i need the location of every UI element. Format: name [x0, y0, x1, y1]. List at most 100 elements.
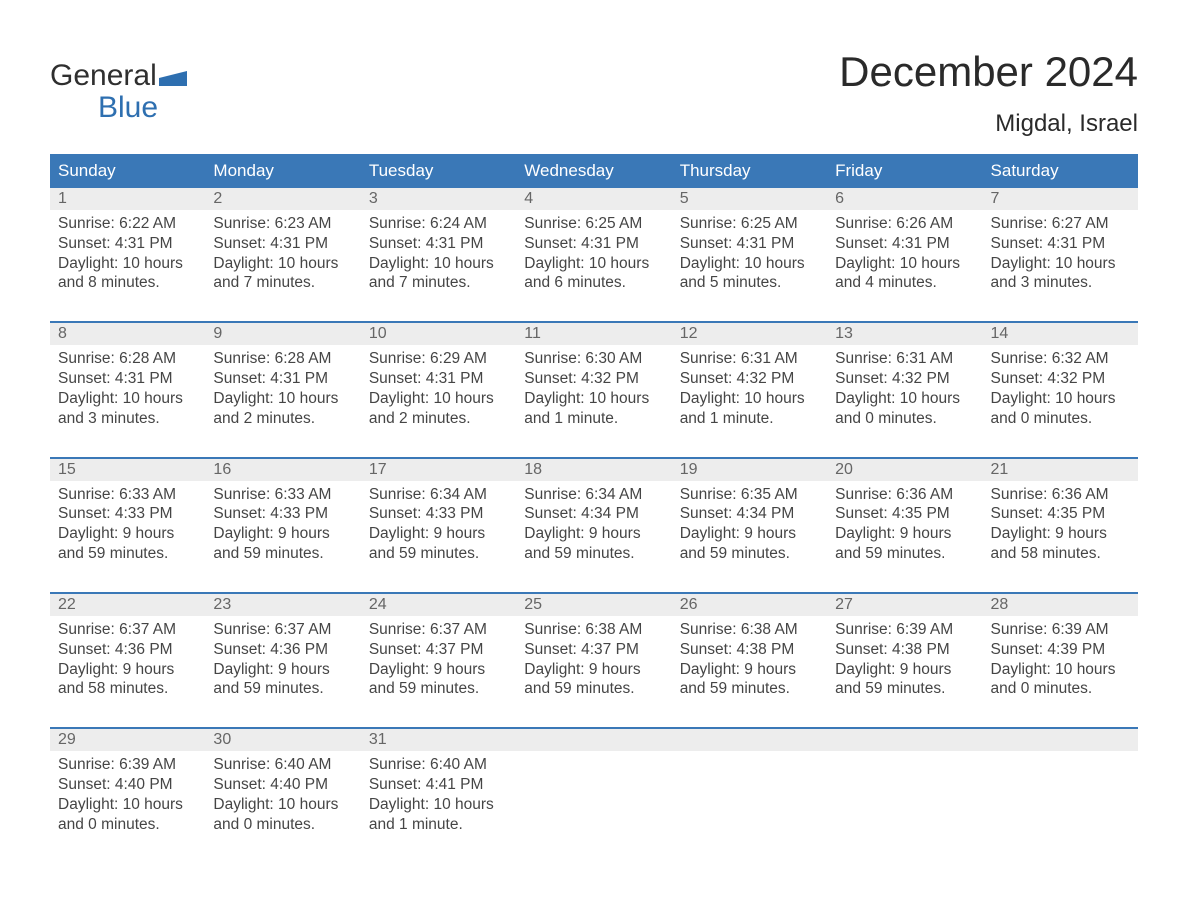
day-sunset: Sunset: 4:38 PM — [835, 640, 974, 660]
day-d1: Daylight: 10 hours — [680, 254, 819, 274]
weekday-header: Saturday — [983, 154, 1138, 188]
day-sunrise: Sunrise: 6:27 AM — [991, 214, 1130, 234]
day-d2: and 59 minutes. — [369, 544, 508, 564]
day-d1: Daylight: 9 hours — [58, 660, 197, 680]
day-number-cell — [516, 729, 671, 751]
day-sunset: Sunset: 4:31 PM — [369, 234, 508, 254]
day-body-cell: Sunrise: 6:26 AMSunset: 4:31 PMDaylight:… — [827, 210, 982, 321]
day-body-cell: Sunrise: 6:29 AMSunset: 4:31 PMDaylight:… — [361, 345, 516, 456]
day-body-cell: Sunrise: 6:37 AMSunset: 4:36 PMDaylight:… — [205, 616, 360, 727]
day-d1: Daylight: 10 hours — [835, 254, 974, 274]
day-body-cell: Sunrise: 6:28 AMSunset: 4:31 PMDaylight:… — [205, 345, 360, 456]
day-body-cell: Sunrise: 6:33 AMSunset: 4:33 PMDaylight:… — [205, 481, 360, 592]
day-body-cell — [983, 751, 1138, 844]
day-d2: and 5 minutes. — [680, 273, 819, 293]
weekday-header-row: SundayMondayTuesdayWednesdayThursdayFrid… — [50, 154, 1138, 188]
day-sunrise: Sunrise: 6:29 AM — [369, 349, 508, 369]
day-d2: and 2 minutes. — [213, 409, 352, 429]
day-d1: Daylight: 9 hours — [835, 524, 974, 544]
day-body-cell: Sunrise: 6:39 AMSunset: 4:39 PMDaylight:… — [983, 616, 1138, 727]
day-body-cell: Sunrise: 6:24 AMSunset: 4:31 PMDaylight:… — [361, 210, 516, 321]
day-d2: and 8 minutes. — [58, 273, 197, 293]
calendar-body: 1234567Sunrise: 6:22 AMSunset: 4:31 PMDa… — [50, 188, 1138, 845]
day-sunrise: Sunrise: 6:40 AM — [369, 755, 508, 775]
day-d1: Daylight: 9 hours — [991, 524, 1130, 544]
day-sunrise: Sunrise: 6:33 AM — [213, 485, 352, 505]
day-sunrise: Sunrise: 6:31 AM — [835, 349, 974, 369]
day-sunset: Sunset: 4:41 PM — [369, 775, 508, 795]
day-sunset: Sunset: 4:31 PM — [58, 369, 197, 389]
day-sunrise: Sunrise: 6:25 AM — [524, 214, 663, 234]
day-d1: Daylight: 10 hours — [213, 389, 352, 409]
day-number-cell: 29 — [50, 729, 205, 751]
day-d1: Daylight: 9 hours — [680, 524, 819, 544]
day-body-row: Sunrise: 6:33 AMSunset: 4:33 PMDaylight:… — [50, 481, 1138, 592]
day-sunset: Sunset: 4:31 PM — [524, 234, 663, 254]
day-number-cell: 22 — [50, 594, 205, 616]
day-sunset: Sunset: 4:33 PM — [58, 504, 197, 524]
day-number-cell: 25 — [516, 594, 671, 616]
day-number-cell: 20 — [827, 459, 982, 481]
weekday-header: Friday — [827, 154, 982, 188]
logo-text-bottom: Blue — [50, 92, 187, 124]
day-body-cell: Sunrise: 6:30 AMSunset: 4:32 PMDaylight:… — [516, 345, 671, 456]
day-d2: and 59 minutes. — [835, 679, 974, 699]
day-body-cell: Sunrise: 6:28 AMSunset: 4:31 PMDaylight:… — [50, 345, 205, 456]
day-sunrise: Sunrise: 6:35 AM — [680, 485, 819, 505]
weekday-header: Sunday — [50, 154, 205, 188]
day-d1: Daylight: 9 hours — [213, 660, 352, 680]
day-d2: and 59 minutes. — [680, 679, 819, 699]
day-number-cell: 18 — [516, 459, 671, 481]
weekday-header: Monday — [205, 154, 360, 188]
day-sunrise: Sunrise: 6:38 AM — [680, 620, 819, 640]
day-body-cell: Sunrise: 6:34 AMSunset: 4:34 PMDaylight:… — [516, 481, 671, 592]
day-body-row: Sunrise: 6:22 AMSunset: 4:31 PMDaylight:… — [50, 210, 1138, 321]
day-sunrise: Sunrise: 6:37 AM — [58, 620, 197, 640]
day-number-cell — [827, 729, 982, 751]
day-sunset: Sunset: 4:35 PM — [835, 504, 974, 524]
day-d2: and 1 minute. — [369, 815, 508, 835]
day-number-cell: 10 — [361, 323, 516, 345]
day-number-cell: 13 — [827, 323, 982, 345]
day-d1: Daylight: 10 hours — [369, 254, 508, 274]
day-body-row: Sunrise: 6:28 AMSunset: 4:31 PMDaylight:… — [50, 345, 1138, 456]
day-sunrise: Sunrise: 6:33 AM — [58, 485, 197, 505]
day-number-row: 293031 — [50, 729, 1138, 751]
calendar-table: SundayMondayTuesdayWednesdayThursdayFrid… — [50, 154, 1138, 845]
weekday-header: Wednesday — [516, 154, 671, 188]
day-body-cell: Sunrise: 6:31 AMSunset: 4:32 PMDaylight:… — [827, 345, 982, 456]
day-number-cell — [983, 729, 1138, 751]
day-number-cell: 24 — [361, 594, 516, 616]
day-sunrise: Sunrise: 6:22 AM — [58, 214, 197, 234]
day-sunset: Sunset: 4:31 PM — [835, 234, 974, 254]
day-body-cell: Sunrise: 6:34 AMSunset: 4:33 PMDaylight:… — [361, 481, 516, 592]
logo: General Blue — [50, 24, 187, 123]
day-d1: Daylight: 9 hours — [835, 660, 974, 680]
day-number-cell: 21 — [983, 459, 1138, 481]
day-number-cell: 14 — [983, 323, 1138, 345]
day-sunset: Sunset: 4:34 PM — [524, 504, 663, 524]
day-body-cell: Sunrise: 6:40 AMSunset: 4:40 PMDaylight:… — [205, 751, 360, 844]
day-sunset: Sunset: 4:31 PM — [369, 369, 508, 389]
day-sunset: Sunset: 4:33 PM — [369, 504, 508, 524]
day-d1: Daylight: 10 hours — [213, 795, 352, 815]
day-body-cell: Sunrise: 6:27 AMSunset: 4:31 PMDaylight:… — [983, 210, 1138, 321]
day-body-cell — [672, 751, 827, 844]
location-subtitle: Migdal, Israel — [839, 110, 1138, 138]
day-d2: and 0 minutes. — [58, 815, 197, 835]
day-d1: Daylight: 10 hours — [58, 389, 197, 409]
day-d2: and 0 minutes. — [991, 679, 1130, 699]
day-number-cell — [672, 729, 827, 751]
day-sunset: Sunset: 4:38 PM — [680, 640, 819, 660]
day-d2: and 6 minutes. — [524, 273, 663, 293]
day-sunset: Sunset: 4:35 PM — [991, 504, 1130, 524]
day-body-cell — [516, 751, 671, 844]
day-number-row: 891011121314 — [50, 323, 1138, 345]
day-sunset: Sunset: 4:31 PM — [213, 234, 352, 254]
day-number-cell: 8 — [50, 323, 205, 345]
day-sunset: Sunset: 4:36 PM — [58, 640, 197, 660]
day-sunrise: Sunrise: 6:31 AM — [680, 349, 819, 369]
day-body-cell: Sunrise: 6:38 AMSunset: 4:37 PMDaylight:… — [516, 616, 671, 727]
day-body-cell: Sunrise: 6:40 AMSunset: 4:41 PMDaylight:… — [361, 751, 516, 844]
day-d2: and 59 minutes. — [680, 544, 819, 564]
